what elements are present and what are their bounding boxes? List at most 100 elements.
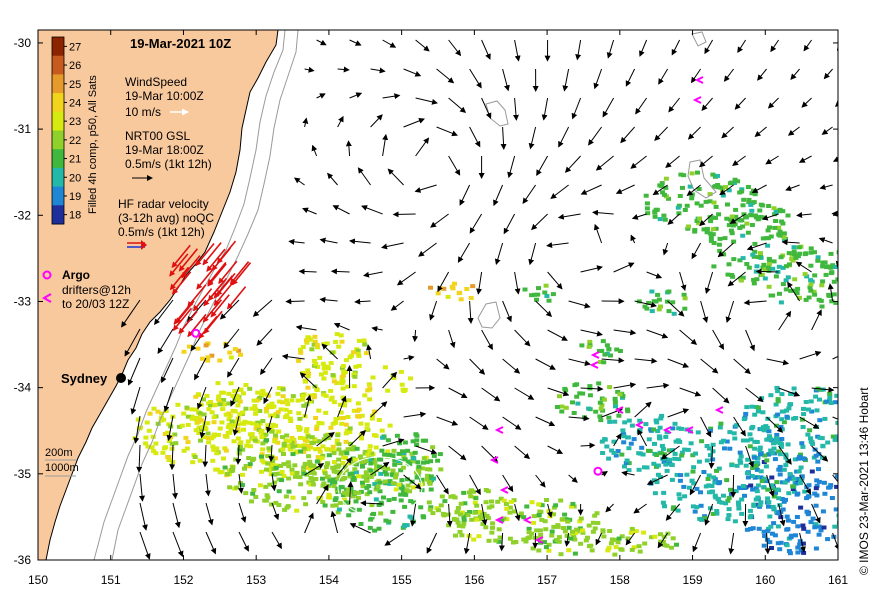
current-arrow — [130, 386, 141, 415]
radar-arrow — [187, 313, 207, 338]
current-arrow — [778, 503, 786, 527]
colorbar-block — [52, 37, 64, 57]
colorbar-tick: 25 — [69, 79, 81, 91]
current-arrow — [304, 512, 314, 534]
argo-float — [191, 328, 201, 338]
current-arrow — [708, 445, 715, 469]
current-arrow — [271, 531, 282, 550]
current-arrow — [546, 503, 553, 518]
current-arrow — [414, 184, 437, 193]
plot-frame — [37, 29, 839, 561]
current-arrow — [646, 474, 668, 485]
current-arrow — [270, 473, 277, 492]
current-arrow — [588, 126, 603, 146]
current-arrow — [469, 416, 489, 430]
radar-arrow — [202, 299, 223, 323]
current-arrow — [620, 126, 635, 144]
current-arrow — [687, 126, 701, 140]
current-arrow — [124, 328, 141, 357]
current-arrow — [580, 385, 604, 392]
current-arrow — [743, 299, 767, 306]
current-arrow — [832, 156, 838, 162]
x-tick-label: 151 — [101, 573, 121, 587]
current-arrow — [360, 500, 383, 507]
current-arrow — [568, 474, 578, 483]
current-arrow — [821, 126, 833, 135]
current-arrow — [639, 39, 648, 57]
current-arrow — [281, 353, 305, 360]
current-arrow — [699, 155, 713, 168]
drifter-marker — [614, 406, 624, 414]
current-arrow — [481, 97, 492, 120]
current-arrow — [481, 387, 501, 402]
current-arrow — [568, 300, 591, 309]
current-arrow — [304, 66, 315, 73]
drifter-marker — [589, 361, 599, 369]
current-arrow — [532, 532, 539, 549]
eddy-contour — [337, 456, 423, 518]
current-arrow — [778, 310, 792, 331]
current-arrow — [333, 322, 350, 331]
current-arrow — [166, 415, 174, 442]
current-arrow — [592, 209, 614, 216]
radar-arrow — [203, 283, 223, 307]
legend-drifter-label2: to 20/03 12Z — [62, 297, 129, 311]
current-arrow — [630, 155, 647, 169]
current-arrow — [646, 329, 669, 339]
current-arrow — [662, 242, 669, 256]
current-arrow — [363, 271, 383, 278]
current-arrow — [668, 97, 680, 113]
current-arrow — [263, 386, 273, 405]
legend-argo-label: Argo — [62, 268, 90, 282]
current-arrow — [514, 329, 531, 347]
current-arrow — [595, 155, 614, 171]
drifter-marker — [499, 486, 509, 494]
current-arrow — [811, 445, 829, 462]
current-arrow — [721, 126, 734, 139]
current-arrow — [528, 126, 537, 150]
current-arrow — [298, 268, 317, 275]
current-arrow — [196, 386, 207, 410]
island-outline-4 — [691, 31, 707, 47]
legend-radar-title: HF radar velocity — [118, 197, 209, 211]
current-arrow — [136, 444, 143, 473]
current-arrow — [667, 300, 685, 317]
x-tick-label: 157 — [537, 573, 557, 587]
current-arrow — [332, 205, 350, 215]
current-arrow — [832, 474, 838, 483]
current-arrow — [700, 358, 719, 374]
colorbar-tick: 22 — [69, 135, 81, 147]
current-arrow — [265, 415, 273, 434]
current-arrow — [535, 300, 553, 317]
land-australia — [38, 30, 279, 560]
current-arrow — [139, 531, 151, 560]
current-arrow — [500, 126, 507, 150]
current-arrow — [679, 387, 702, 397]
current-arrow — [481, 39, 491, 60]
current-arrow — [235, 444, 242, 465]
current-arrow — [436, 68, 455, 84]
current-arrow — [295, 324, 317, 331]
current-arrow — [349, 39, 362, 46]
current-arrow — [787, 126, 800, 136]
current-arrow — [593, 223, 603, 244]
current-arrow — [238, 531, 249, 552]
current-arrow — [580, 442, 596, 449]
legend-drifter-label1: drifters@12h — [62, 283, 131, 297]
drifter-marker — [522, 516, 532, 524]
current-arrow — [719, 184, 734, 196]
current-arrow — [671, 39, 681, 56]
current-arrow — [827, 283, 834, 302]
current-arrow — [457, 242, 471, 263]
sst-field — [132, 170, 838, 557]
current-arrow — [845, 316, 855, 331]
current-arrow — [615, 184, 635, 194]
current-arrow — [733, 358, 751, 375]
legend-drifter-marker — [41, 293, 52, 303]
colorbar-tick: 20 — [69, 172, 81, 184]
colorbar-tick: 18 — [69, 210, 81, 222]
current-arrow — [302, 117, 309, 128]
current-arrow — [436, 416, 459, 426]
drifter-marker — [662, 426, 672, 434]
current-arrow — [737, 39, 747, 54]
